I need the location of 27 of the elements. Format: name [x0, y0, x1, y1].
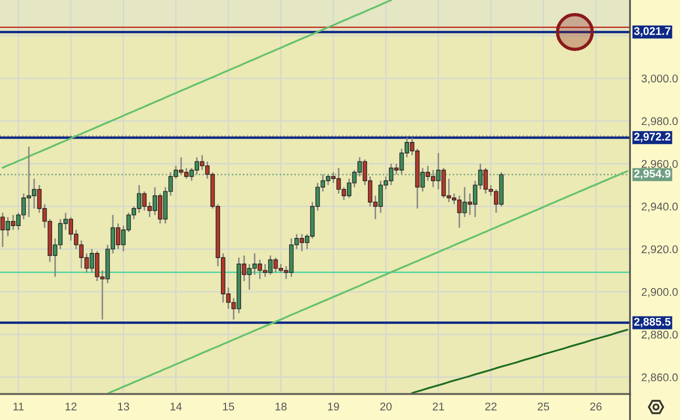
- ref-line-label: 2,954.9: [634, 170, 670, 180]
- x-tick-label: 14: [170, 402, 182, 410]
- y-tick-label: 2,860.0: [642, 373, 678, 383]
- line-series: [2, 0, 392, 169]
- line-series: [106, 170, 628, 394]
- ref-line-label: 2,885.5: [634, 318, 671, 328]
- x-tick-label: 11: [13, 402, 24, 410]
- y-tick-label: 2,920.0: [642, 245, 678, 255]
- x-tick-label: 22: [485, 402, 496, 410]
- y-tick-label: 2,980.0: [642, 117, 678, 126]
- x-tick-label: 21: [432, 402, 444, 410]
- x-tick-label: 26: [590, 402, 602, 410]
- line-series: [411, 328, 628, 394]
- y-tick-label: 2,940.0: [642, 202, 678, 212]
- x-tick-label: 20: [380, 402, 392, 410]
- y-tick-label: 2,900.0: [642, 288, 678, 298]
- x-tick-label: 13: [118, 402, 130, 410]
- x-tick-label: 18: [276, 402, 287, 410]
- y-tick-label: 2,880.0: [642, 330, 678, 340]
- ref-line-label: 3,021.7: [634, 27, 670, 37]
- x-tick-label: 25: [538, 402, 550, 410]
- x-tick-label: 19: [328, 402, 340, 410]
- x-tick-label: 15: [223, 402, 234, 410]
- ref-line-label: 2,972.2: [634, 132, 670, 142]
- y-tick-label: 3,000.0: [642, 74, 678, 84]
- y-tick-label: 2,960.0: [642, 160, 678, 170]
- x-tick-label: 12: [66, 402, 76, 410]
